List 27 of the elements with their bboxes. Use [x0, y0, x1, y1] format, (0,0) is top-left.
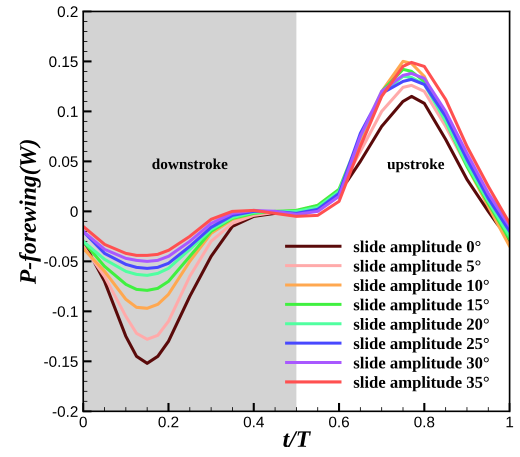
annotation: downstroke: [152, 158, 228, 170]
y-tick-label: -0.2: [52, 406, 78, 417]
x-tick-label: 0.2: [158, 416, 178, 428]
y-tick-label: -0.1: [52, 306, 78, 318]
x-tick-label: 1: [506, 416, 514, 428]
legend-label: slide amplitude 30°: [354, 356, 489, 372]
y-tick-label: 0.2: [58, 6, 78, 18]
y-axis-title: P-forewing(W): [19, 140, 41, 284]
legend-label: slide amplitude 20°: [354, 318, 489, 334]
legend-label: slide amplitude 35°: [354, 376, 489, 392]
x-tick-label: 0.6: [329, 416, 349, 428]
x-tick-label: 0.4: [244, 416, 264, 428]
legend-label: slide amplitude 0°: [354, 240, 480, 256]
x-axis-title: t/T: [283, 431, 311, 448]
y-tick-label: 0.05: [49, 156, 78, 168]
x-tick-label: 0.8: [414, 416, 434, 428]
y-tick-label: 0: [70, 206, 78, 218]
y-tick-label: -0.15: [44, 356, 78, 367]
legend-label: slide amplitude 5°: [354, 260, 480, 276]
legend-label: slide amplitude 10°: [354, 279, 489, 294]
legend-label: slide amplitude 25°: [354, 337, 489, 353]
x-tick-label: 0: [80, 416, 87, 428]
legend-label: slide amplitude 15°: [354, 298, 489, 314]
y-tick-label: -0.05: [44, 256, 78, 268]
annotation: upstroke: [387, 158, 444, 172]
y-tick-label: 0.1: [58, 106, 78, 118]
y-tick-label: 0.15: [49, 56, 78, 68]
